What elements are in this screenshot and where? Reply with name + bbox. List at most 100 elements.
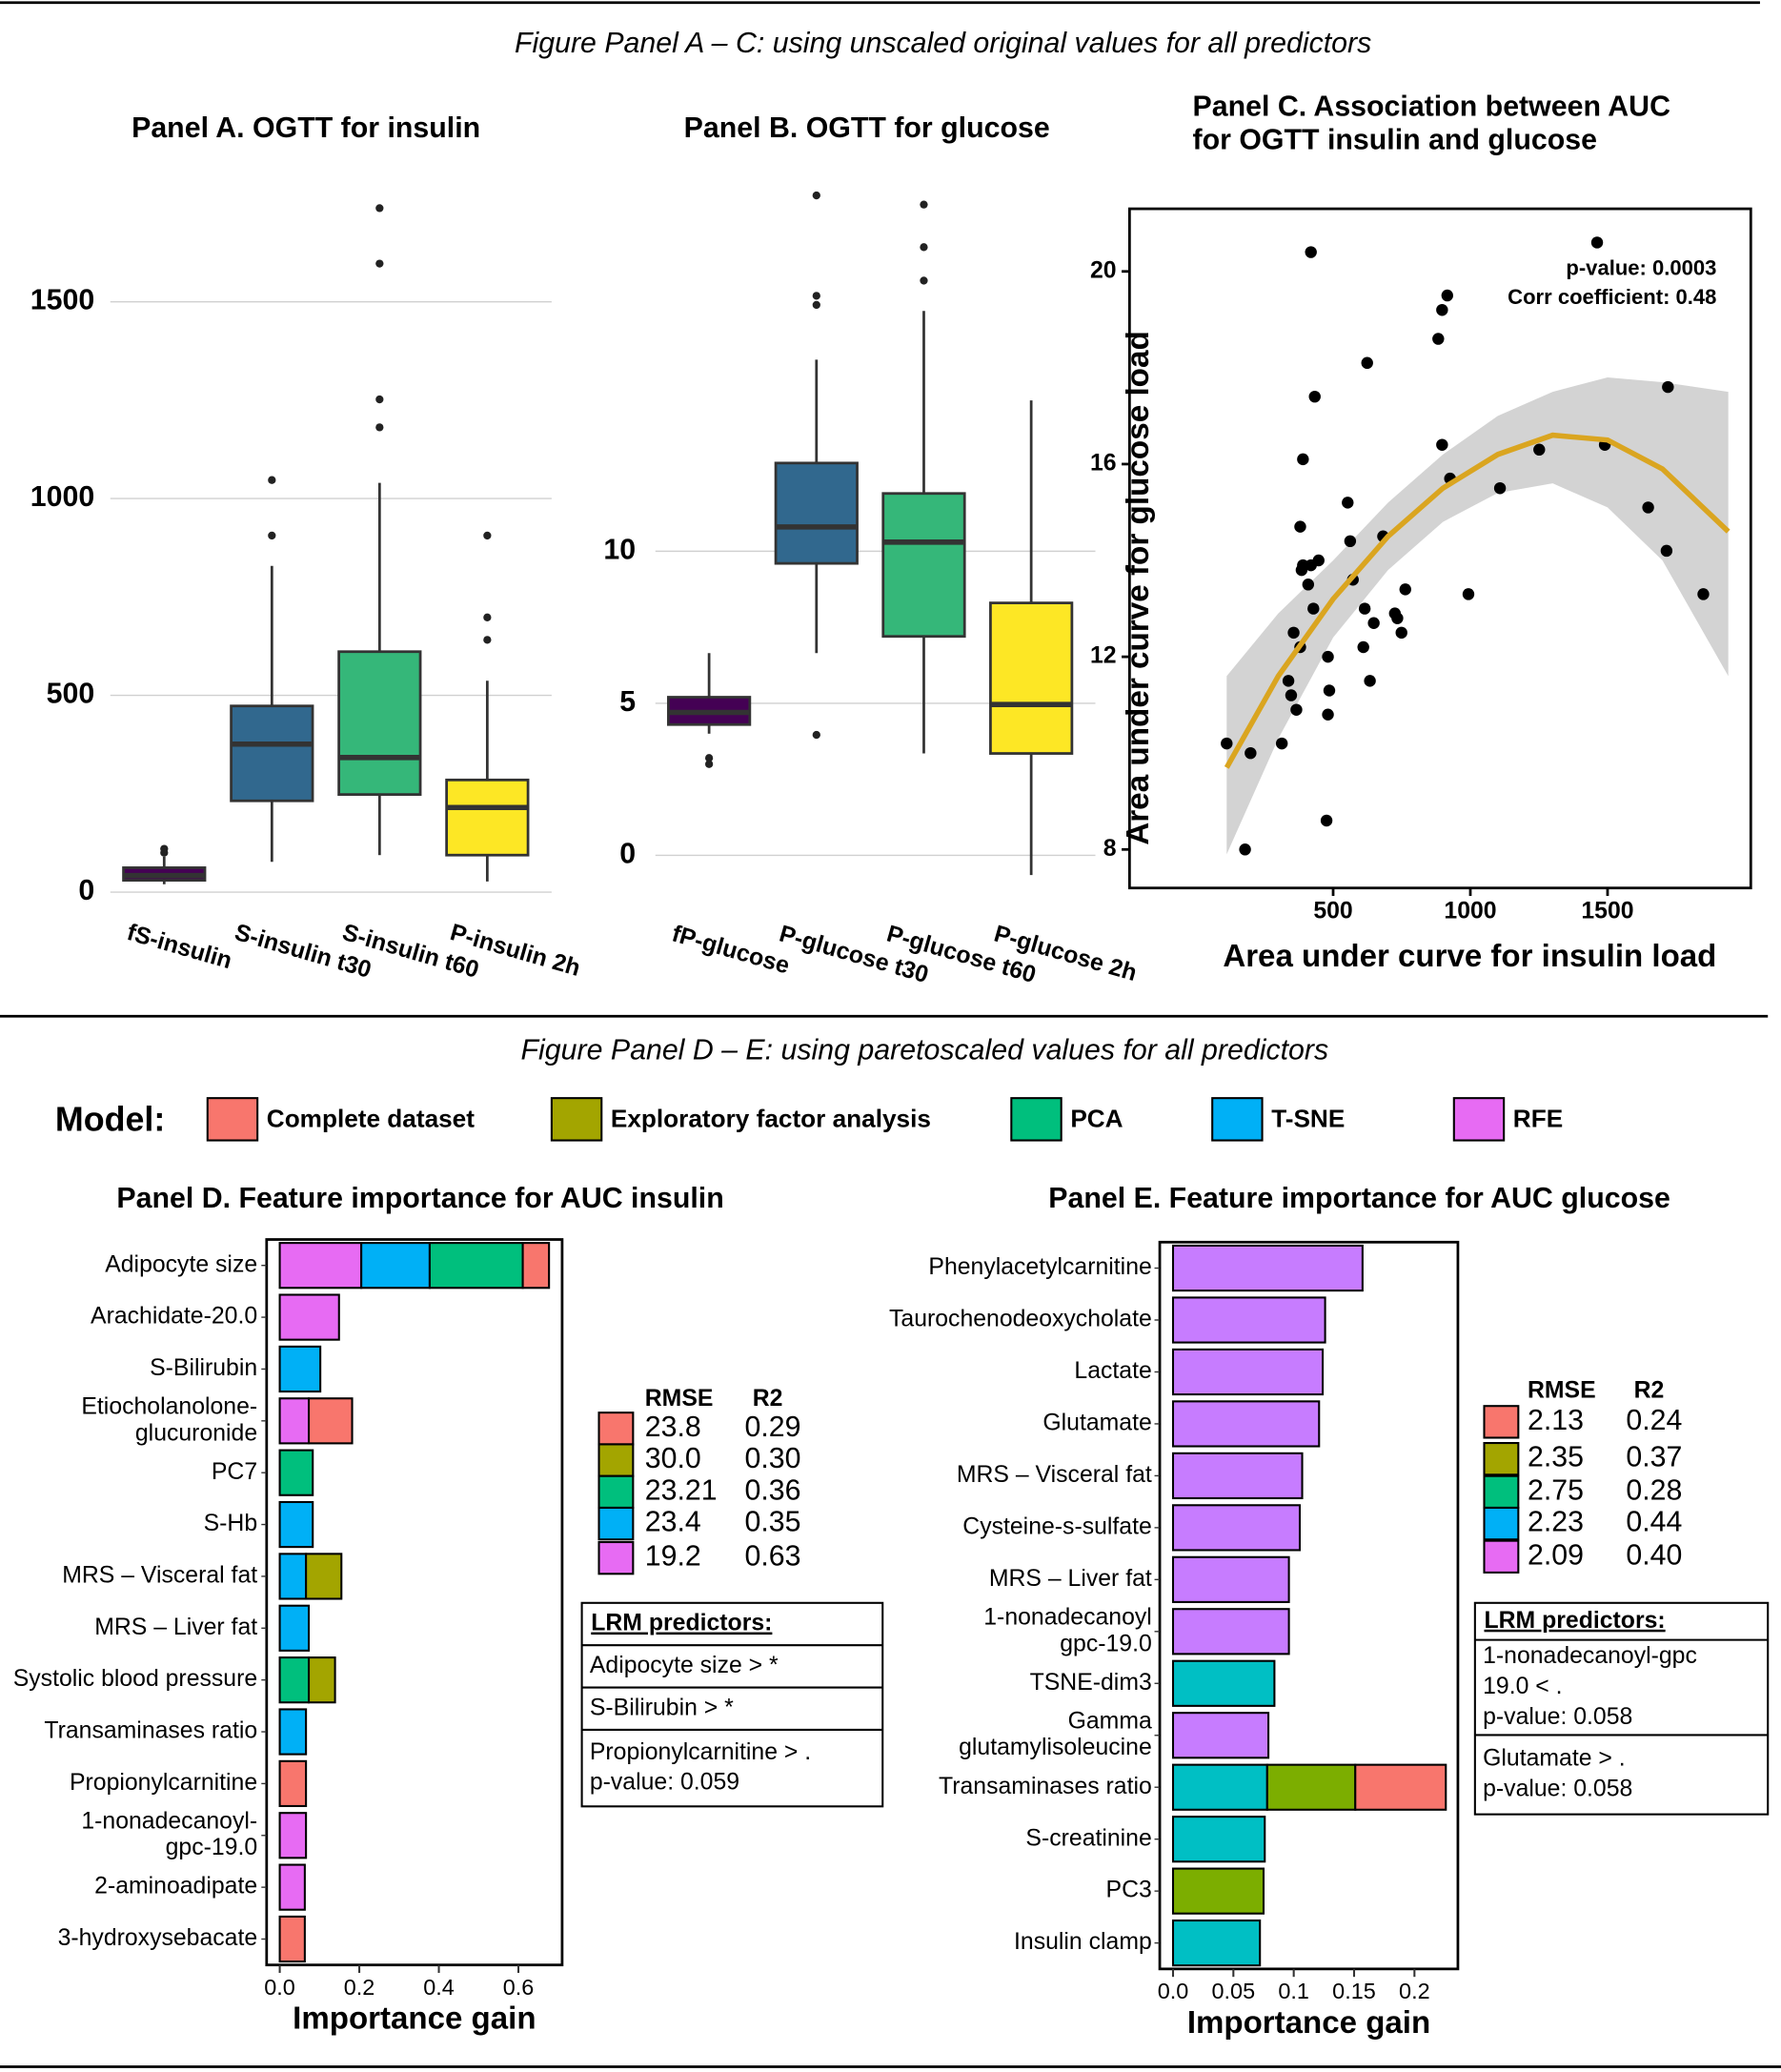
legend-label: T-SNE xyxy=(1271,1105,1345,1133)
x-tick-label: 0.1 xyxy=(1278,1979,1309,2003)
annotation: p-value: 0.0003 xyxy=(1566,256,1716,280)
table-cell: 2.35 xyxy=(1528,1441,1584,1473)
lrm-item: S-Bilirubin > * xyxy=(590,1694,734,1720)
chart-title: Panel A. OGTT for insulin xyxy=(132,112,480,144)
lrm-item: Propionylcarnitine > . xyxy=(590,1738,811,1765)
category-label: glucuronide xyxy=(135,1419,257,1446)
point xyxy=(1282,675,1295,687)
point xyxy=(1275,737,1288,750)
point xyxy=(1320,814,1333,827)
chart-title: Panel D. Feature importance for AUC insu… xyxy=(116,1182,723,1214)
x-tick-label: 0.4 xyxy=(423,1975,455,2000)
table-cell: 0.44 xyxy=(1626,1506,1682,1538)
point xyxy=(1285,689,1298,701)
category-label: Transaminases ratio xyxy=(939,1773,1152,1799)
point xyxy=(1364,675,1376,687)
point xyxy=(1660,544,1673,558)
bar xyxy=(308,1656,336,1704)
bar xyxy=(1171,1920,1262,1967)
point xyxy=(1441,289,1454,302)
point xyxy=(1399,583,1411,596)
y-tick-label: 5 xyxy=(619,685,636,718)
point xyxy=(1322,650,1334,663)
bar xyxy=(278,1449,314,1496)
box xyxy=(989,601,1074,755)
point xyxy=(1221,737,1233,750)
legend-label: Complete dataset xyxy=(267,1105,475,1133)
point xyxy=(1436,438,1448,451)
legend-swatch xyxy=(550,1097,603,1142)
bar xyxy=(1171,1608,1290,1656)
outlier xyxy=(812,191,820,200)
point xyxy=(1295,563,1308,577)
category-label: Arachidate-20.0 xyxy=(91,1303,257,1330)
y-tick-label: 8 xyxy=(1103,835,1117,862)
table-swatch xyxy=(597,1443,635,1477)
outlier xyxy=(920,243,928,252)
bar xyxy=(305,1553,343,1600)
outlier xyxy=(160,844,169,853)
bar xyxy=(278,1553,308,1600)
point xyxy=(1287,626,1300,640)
category-label: Cysteine-s-sulfate xyxy=(962,1513,1151,1539)
box xyxy=(337,650,422,797)
x-tick-label: 0.2 xyxy=(344,1975,375,2000)
point xyxy=(1312,554,1325,567)
outlier xyxy=(375,395,384,404)
bar xyxy=(1171,1452,1304,1500)
point xyxy=(1342,497,1354,509)
box xyxy=(881,492,966,639)
lrm-box xyxy=(1473,1601,1770,1816)
y-tick-label: 1000 xyxy=(30,480,94,513)
x-axis-label: Area under curve for insulin load xyxy=(1223,939,1716,974)
legend-label: PCA xyxy=(1070,1105,1123,1133)
category-label: MRS – Visceral fat xyxy=(957,1461,1152,1488)
point xyxy=(1323,684,1336,697)
point xyxy=(1642,501,1654,514)
x-tick-label: 0.0 xyxy=(264,1975,295,2000)
bar xyxy=(278,1708,308,1756)
category-label: S-Hb xyxy=(204,1510,258,1536)
category-label: MRS – Visceral fat xyxy=(62,1561,257,1588)
bar xyxy=(278,1397,311,1445)
point xyxy=(1391,612,1404,624)
table-cell: 0.30 xyxy=(745,1442,801,1474)
outlier xyxy=(268,476,276,484)
category-label: 2-aminoadipate xyxy=(94,1873,257,1899)
table-cell: 2.09 xyxy=(1528,1538,1584,1571)
bar xyxy=(278,1345,322,1393)
confidence-band xyxy=(1226,376,1729,855)
lrm-box xyxy=(580,1601,884,1808)
point xyxy=(1436,303,1448,316)
category-label: Etiocholanolone- xyxy=(81,1392,257,1419)
x-tick-label: 0.05 xyxy=(1212,1979,1256,2003)
y-tick-label: 20 xyxy=(1090,256,1117,283)
lrm-item: p-value: 0.059 xyxy=(590,1769,739,1796)
plot-frame xyxy=(1127,207,1752,890)
box xyxy=(774,461,859,565)
category-label: MRS – Liver fat xyxy=(989,1565,1152,1592)
y-tick-label: 16 xyxy=(1090,449,1117,476)
point xyxy=(1297,453,1309,466)
point xyxy=(1307,602,1320,615)
point xyxy=(1662,380,1674,394)
x-tick-label: 0.0 xyxy=(1158,1979,1189,2003)
chart-title: Panel B. OGTT for glucose xyxy=(684,112,1050,144)
table-cell: 0.24 xyxy=(1626,1404,1682,1436)
legend-label: RFE xyxy=(1513,1105,1563,1133)
table-cell: 23.21 xyxy=(645,1473,718,1506)
bar xyxy=(278,1500,314,1549)
category-label: glutamylisoleucine xyxy=(959,1734,1152,1760)
point xyxy=(1590,236,1604,249)
table-swatch xyxy=(597,1474,635,1510)
outlier xyxy=(812,300,820,310)
table-header: R2 xyxy=(1634,1376,1665,1403)
bar xyxy=(1171,1763,1268,1811)
plot-frame xyxy=(265,1238,564,1967)
bar xyxy=(1171,1816,1266,1863)
lrm-item: 19.0 < . xyxy=(1483,1673,1562,1699)
table-swatch xyxy=(1483,1506,1520,1541)
category-label: Lactate xyxy=(1074,1357,1151,1384)
category-label: 3-hydroxysebacate xyxy=(58,1924,258,1951)
